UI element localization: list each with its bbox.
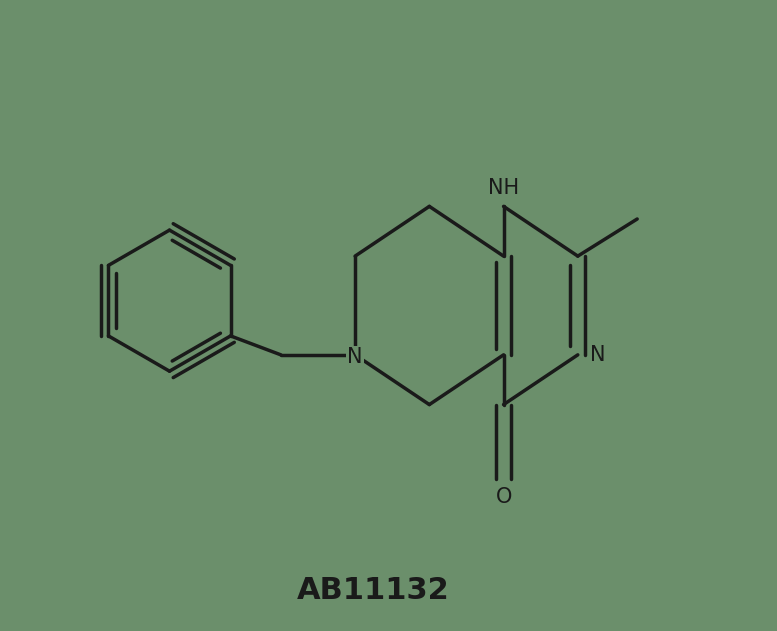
Text: O: O (496, 487, 512, 507)
Text: N: N (590, 345, 605, 365)
Text: NH: NH (488, 178, 519, 198)
Text: N: N (347, 347, 363, 367)
Text: AB11132: AB11132 (298, 575, 450, 604)
